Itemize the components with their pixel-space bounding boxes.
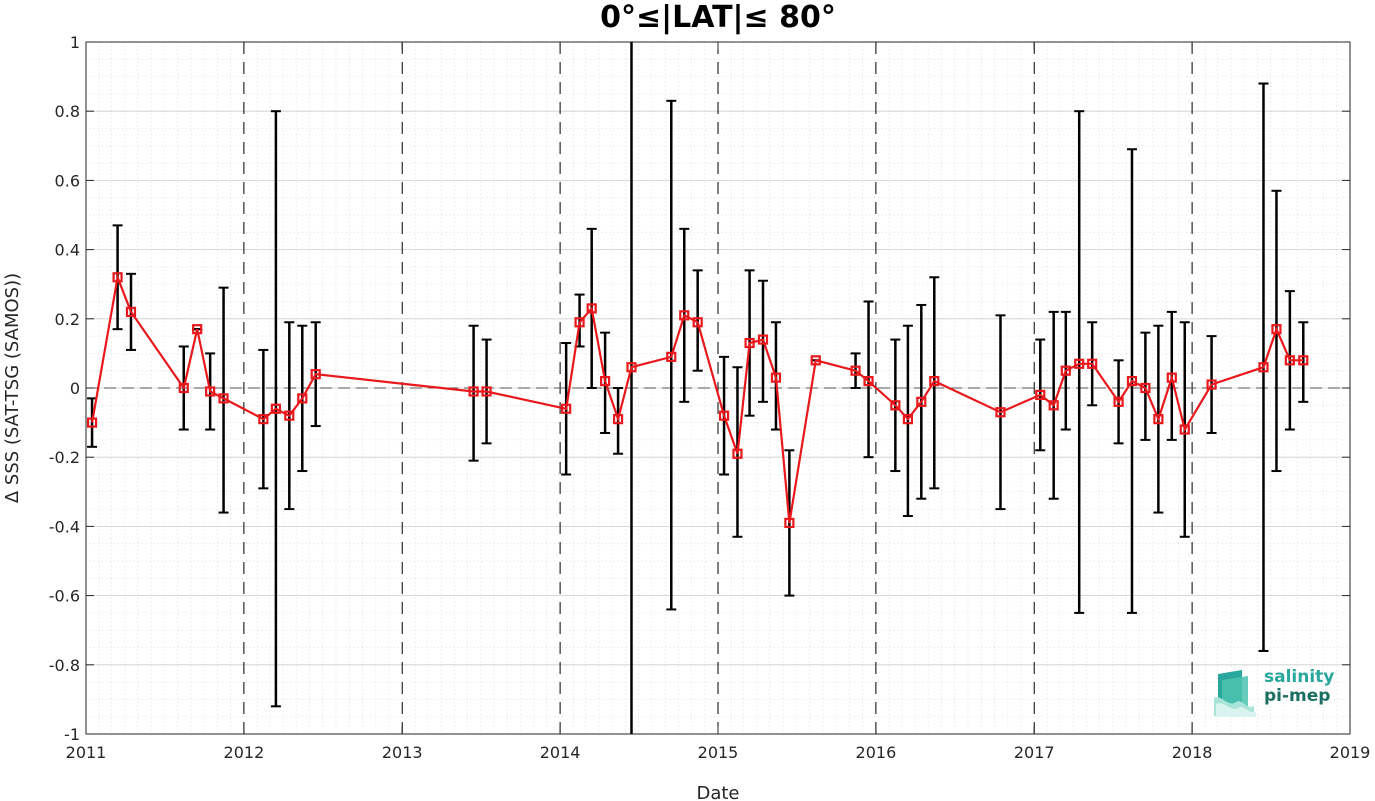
error-bar [1298, 321, 1309, 403]
x-tick-label: 2012 [224, 743, 265, 762]
salinity-pi-mep-logo: salinity pi-mep [1212, 668, 1347, 718]
logo-line1: salinity [1264, 667, 1335, 687]
data-point-marker [744, 337, 755, 349]
y-tick-label: -0.6 [49, 587, 80, 606]
data-point-marker [666, 351, 677, 362]
y-tick-label: 1 [70, 33, 80, 52]
data-point-marker [1126, 375, 1138, 387]
data-point-marker [1087, 358, 1098, 369]
data-point-marker [850, 365, 861, 376]
data-point-marker [125, 306, 137, 317]
data-point-marker [178, 382, 189, 394]
x-tick-label: 2019 [1330, 743, 1371, 762]
data-point-marker [810, 355, 821, 366]
error-bar [468, 324, 479, 462]
data-point-marker [192, 324, 203, 335]
data-point-marker [612, 414, 624, 425]
data-point-marker [1153, 414, 1164, 425]
data-point-marker [112, 272, 123, 283]
data-point-marker [692, 317, 703, 328]
wave-logo-icon [1214, 670, 1256, 717]
data-point-marker [310, 369, 321, 380]
data-point-marker [481, 386, 492, 397]
x-tick-label: 2016 [856, 743, 897, 762]
x-tick-label: 2013 [382, 743, 423, 762]
data-point-marker [732, 448, 743, 459]
data-point-marker [995, 407, 1006, 418]
error-bar [863, 300, 874, 459]
data-point-marker [902, 414, 914, 425]
x-tick-label: 2014 [540, 743, 581, 762]
data-point-marker [218, 393, 229, 404]
data-point-marker [1206, 379, 1217, 390]
y-tick-label: 0.6 [55, 171, 80, 190]
y-tick-label: 0 [70, 379, 80, 398]
data-point-marker [1048, 400, 1059, 411]
y-tick-label: -0.4 [49, 517, 80, 536]
chart-title: 0°≤|LAT|≤ 80° [600, 0, 836, 35]
data-point-marker [599, 375, 611, 387]
error-bar [692, 269, 703, 372]
x-tick-label: 2017 [1014, 743, 1055, 762]
data-point-marker [784, 517, 795, 529]
data-point-marker [561, 403, 572, 414]
y-tick-label: -1 [64, 725, 80, 744]
data-point-marker [1179, 424, 1190, 435]
y-axis-tick-labels: -1 -0.8 -0.6 -0.4 -0.2 0 0.2 0.4 0.6 0.8 1 [49, 33, 80, 744]
data-point-marker [718, 410, 730, 421]
data-markers [86, 272, 1309, 529]
data-point-marker [1284, 355, 1295, 366]
data-point-marker [586, 303, 597, 314]
x-tick-label: 2015 [698, 743, 739, 762]
data-point-marker [929, 375, 940, 387]
data-point-marker [86, 417, 98, 428]
logo-text: salinity pi-mep [1264, 668, 1334, 706]
data-point-marker [205, 386, 216, 397]
y-tick-label: -0.2 [49, 448, 80, 467]
x-tick-label: 2018 [1172, 743, 1213, 762]
data-point-marker [1298, 355, 1309, 366]
data-point-marker [297, 393, 308, 404]
y-tick-label: -0.8 [49, 656, 80, 675]
data-point-marker [1271, 324, 1282, 335]
data-point-marker [626, 362, 637, 373]
data-point-marker [770, 372, 782, 383]
data-point-marker [890, 400, 901, 411]
data-point-marker [270, 403, 282, 414]
x-axis-title: Date [696, 783, 739, 801]
data-point-marker [1258, 362, 1269, 373]
y-axis-title: Δ SSS (SAT-TSG (SAMOS)) [2, 273, 23, 503]
axis-ticks [85, 41, 1351, 735]
data-point-marker [679, 310, 690, 321]
data-point-marker [916, 396, 927, 407]
data-point-marker [258, 414, 269, 425]
data-point-marker [1074, 358, 1085, 369]
data-point-marker [1035, 389, 1046, 401]
error-bar [902, 324, 913, 518]
data-point-marker [468, 386, 479, 397]
data-point-marker [1113, 396, 1124, 407]
x-axis-tick-labels: 2011 2012 2013 2014 2015 2016 2017 2018 2019 [66, 743, 1371, 762]
data-point-marker [1060, 365, 1071, 376]
data-point-marker [757, 334, 769, 345]
data-point-marker [574, 317, 585, 328]
y-tick-label: 0.8 [55, 102, 80, 121]
error-bar [218, 286, 229, 514]
logo-line2: pi-mep [1264, 686, 1331, 706]
data-point-marker [284, 410, 295, 421]
error-bar [1074, 110, 1085, 614]
y-tick-label: 0.2 [55, 310, 80, 329]
error-bar [1140, 331, 1151, 441]
data-point-marker [863, 375, 874, 387]
data-point-marker [1166, 372, 1177, 383]
x-tick-label: 2011 [66, 743, 107, 762]
y-tick-label: 0.4 [55, 241, 80, 260]
data-point-marker [1140, 382, 1151, 394]
